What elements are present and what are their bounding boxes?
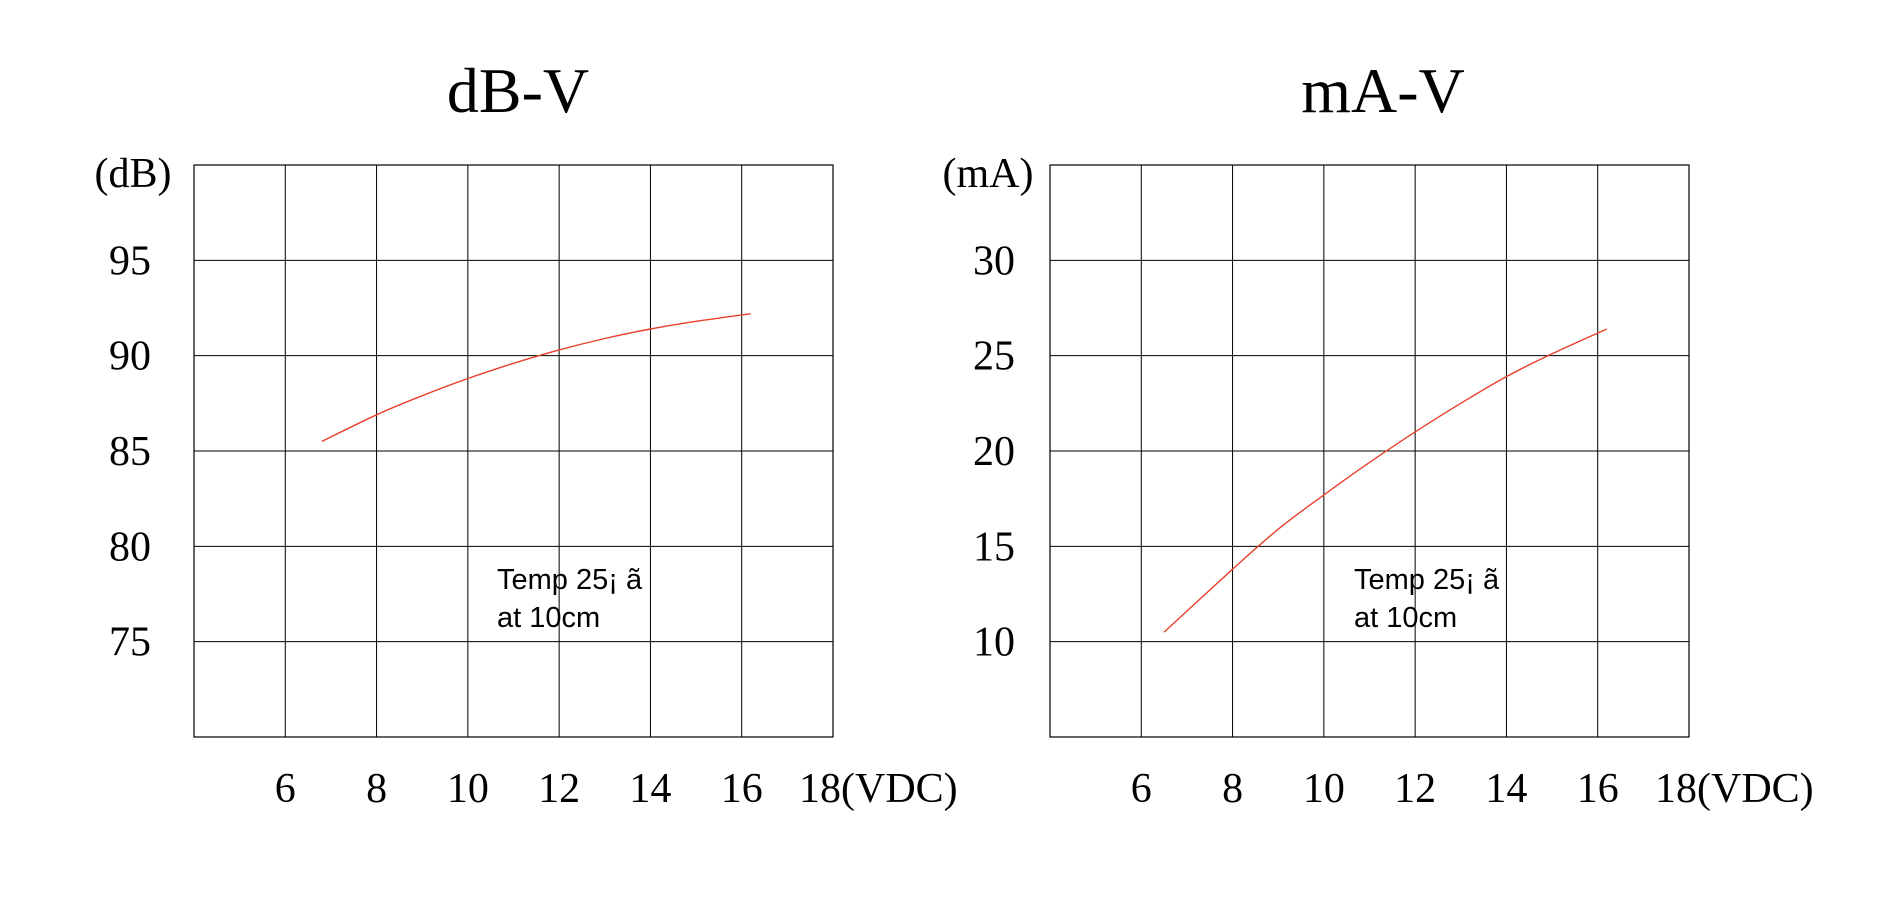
series-line xyxy=(321,313,751,443)
y-tick-label: 25 xyxy=(973,334,1015,380)
x-tick-label: 14 xyxy=(629,766,671,812)
annotation-line: Temp 25¡ ã xyxy=(1354,564,1500,596)
plot-frame xyxy=(193,164,834,738)
x-tick-label: 6 xyxy=(1131,766,1152,812)
y-axis-label: (dB) xyxy=(95,151,172,197)
chart-title: dB-V xyxy=(447,55,589,126)
y-tick-label: 80 xyxy=(109,524,151,570)
chart-2: mA-V (mA) 30 25 20 15 10 6 8 10 12 14 16 18(VDC) Temp … xyxy=(943,55,1814,812)
annotation-line: Temp 25¡ ã xyxy=(497,564,643,596)
series-line xyxy=(1163,328,1608,633)
annotation-line: at 10cm xyxy=(497,602,600,634)
x-tick-label: 16 xyxy=(1577,766,1619,812)
y-tick-label: 85 xyxy=(109,429,151,475)
x-tick-label: 16 xyxy=(721,766,763,812)
x-tick-label: 6 xyxy=(275,766,296,812)
y-axis-label: (mA) xyxy=(943,151,1034,197)
y-tick-label: 10 xyxy=(973,620,1015,666)
x-tick-label: 8 xyxy=(366,766,387,812)
x-tick-label: 10 xyxy=(1303,766,1345,812)
y-tick-label: 95 xyxy=(109,238,151,284)
y-tick-label: 15 xyxy=(973,524,1015,570)
x-tick-label: 12 xyxy=(1394,766,1436,812)
plot-frame xyxy=(1049,164,1690,738)
x-tick-label: 14 xyxy=(1485,766,1527,812)
x-tick-label: 10 xyxy=(447,766,489,812)
y-tick-label: 30 xyxy=(973,238,1015,284)
x-axis-label: (VDC) xyxy=(841,766,958,812)
x-tick-label: 12 xyxy=(538,766,580,812)
chart-title: mA-V xyxy=(1301,55,1465,126)
y-tick-label: 75 xyxy=(109,620,151,666)
chart-1: dB-V (dB) 95 90 85 80 75 6 8 10 12 14 16 18(VDC) Temp … xyxy=(95,55,958,812)
x-tick-label: 18(VDC) xyxy=(1655,766,1814,812)
x-tick-label: 18(VDC) xyxy=(799,766,958,812)
x-tick-label: 8 xyxy=(1222,766,1243,812)
y-tick-label: 20 xyxy=(973,429,1015,475)
annotation-line: at 10cm xyxy=(1354,602,1457,634)
y-tick-label: 90 xyxy=(109,334,151,380)
x-axis-label: (VDC) xyxy=(1697,766,1814,812)
